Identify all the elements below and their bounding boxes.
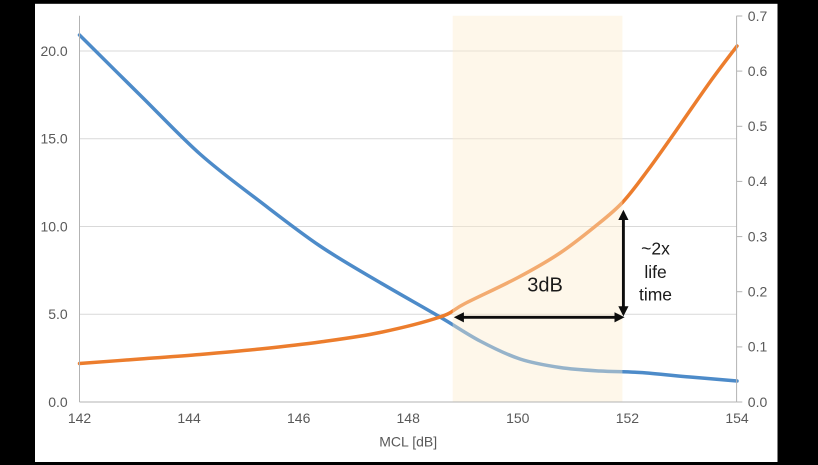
svg-text:152: 152: [616, 410, 640, 426]
svg-text:10.0: 10.0: [40, 218, 67, 234]
svg-text:144: 144: [177, 410, 201, 426]
svg-text:0.4: 0.4: [748, 173, 768, 189]
svg-text:0.7: 0.7: [748, 8, 768, 24]
svg-text:15.0: 15.0: [40, 131, 67, 147]
svg-text:150: 150: [506, 410, 530, 426]
svg-text:life: life: [644, 262, 666, 282]
svg-text:time: time: [639, 284, 672, 304]
svg-text:0.3: 0.3: [748, 228, 768, 244]
svg-text:0.0: 0.0: [48, 394, 68, 410]
svg-text:148: 148: [397, 410, 421, 426]
svg-text:0.6: 0.6: [748, 63, 768, 79]
svg-text:5.0: 5.0: [48, 306, 68, 322]
svg-text:146: 146: [287, 410, 311, 426]
svg-text:0.0: 0.0: [748, 394, 768, 410]
svg-text:~2x: ~2x: [641, 239, 670, 259]
svg-text:MCL [dB]: MCL [dB]: [379, 433, 437, 449]
svg-text:3dB: 3dB: [527, 274, 563, 296]
svg-text:0.5: 0.5: [748, 118, 768, 134]
svg-text:20.0: 20.0: [40, 43, 67, 59]
svg-text:0.1: 0.1: [748, 339, 768, 355]
svg-text:0.2: 0.2: [748, 284, 768, 300]
svg-text:142: 142: [68, 410, 92, 426]
svg-text:154: 154: [725, 410, 749, 426]
